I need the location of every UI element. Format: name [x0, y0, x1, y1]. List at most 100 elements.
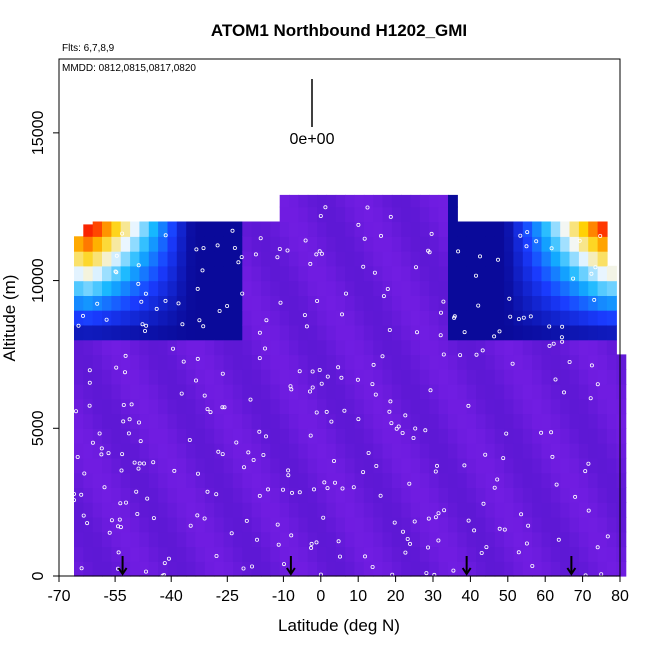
- heatmap-cell: [204, 487, 215, 503]
- heatmap-cell: [130, 221, 141, 237]
- heatmap-cell: [167, 221, 178, 237]
- observation-point: [492, 334, 497, 339]
- heatmap-cell: [485, 236, 496, 252]
- heatmap-cell: [83, 295, 94, 311]
- heatmap-cell: [261, 354, 271, 370]
- heatmap-cell: [532, 531, 543, 548]
- heatmap-cell: [504, 487, 515, 503]
- observation-point: [214, 554, 219, 559]
- heatmap-cell: [522, 221, 533, 237]
- heatmap-cell: [466, 472, 477, 488]
- heatmap-cell: [195, 531, 206, 548]
- heatmap-cell: [616, 472, 627, 488]
- observation-point: [208, 410, 213, 415]
- heatmap-cell: [578, 457, 589, 474]
- heatmap-cell: [485, 428, 496, 444]
- heatmap-cell: [335, 561, 346, 577]
- heatmap-cell: [457, 339, 468, 356]
- heatmap-cell: [504, 546, 515, 562]
- heatmap-cell: [261, 221, 271, 237]
- heatmap-cell: [494, 236, 505, 252]
- heatmap-cell: [382, 398, 393, 415]
- heatmap-cell: [448, 546, 458, 562]
- heatmap-cell: [111, 324, 122, 341]
- heatmap-cell: [457, 265, 468, 282]
- heatmap-cell: [74, 457, 84, 474]
- observation-point: [257, 429, 262, 434]
- heatmap-cell: [251, 472, 262, 488]
- heatmap-cell: [569, 324, 580, 341]
- heatmap-cell: [195, 339, 206, 356]
- heatmap-cell: [270, 354, 281, 370]
- heatmap-cell: [214, 516, 225, 533]
- heatmap-cell: [326, 221, 337, 237]
- heatmap-cell: [513, 265, 524, 282]
- heatmap-cell: [522, 546, 533, 562]
- heatmap-cell: [410, 502, 421, 518]
- heatmap-cell: [457, 251, 468, 267]
- heatmap-cell: [354, 354, 365, 370]
- observation-point: [181, 359, 186, 364]
- heatmap-cell: [251, 487, 262, 503]
- heatmap-cell: [391, 295, 402, 311]
- heatmap-cell: [522, 516, 533, 533]
- heatmap-cell: [438, 457, 449, 474]
- heatmap-cell: [606, 339, 617, 356]
- heatmap-cell: [120, 443, 131, 459]
- heatmap-cell: [522, 251, 533, 267]
- heatmap-cell: [139, 413, 150, 429]
- heatmap-cell: [541, 221, 552, 237]
- heatmap-cell: [429, 310, 440, 326]
- heatmap-cell: [597, 502, 608, 518]
- heatmap-cell: [597, 398, 608, 415]
- observation-point: [106, 451, 111, 456]
- heatmap-cell: [410, 354, 421, 370]
- heatmap-cell: [616, 487, 627, 503]
- heatmap-cell: [410, 310, 421, 326]
- heatmap-cell: [232, 398, 243, 415]
- observation-point: [385, 286, 390, 291]
- heatmap-cell: [186, 265, 197, 282]
- heatmap-cell: [307, 384, 318, 400]
- heatmap-cell: [438, 398, 449, 415]
- heatmap-cell: [289, 516, 299, 533]
- heatmap-cell: [326, 251, 337, 267]
- heatmap-cell: [578, 531, 589, 548]
- heatmap-cell: [363, 221, 374, 237]
- heatmap-cell: [410, 251, 421, 267]
- heatmap-cell: [345, 206, 355, 223]
- observation-point: [241, 465, 246, 470]
- heatmap-cell: [560, 561, 571, 577]
- heatmap-cell: [261, 251, 271, 267]
- heatmap-cell: [130, 472, 141, 488]
- heatmap-cell: [92, 502, 103, 518]
- observation-point: [79, 566, 84, 571]
- heatmap-cell: [578, 221, 589, 237]
- heatmap-cell: [326, 546, 337, 562]
- heatmap-cell: [74, 295, 84, 311]
- heatmap-cell: [494, 265, 505, 282]
- heatmap-cell: [204, 369, 215, 385]
- heatmap-cell: [326, 413, 337, 429]
- heatmap-cell: [92, 472, 103, 488]
- heatmap-cell: [279, 236, 290, 252]
- observation-point: [275, 522, 280, 527]
- heatmap-cell: [485, 221, 496, 237]
- heatmap-cell: [588, 561, 599, 577]
- heatmap-cell: [335, 339, 346, 356]
- x-tick-label: 80: [611, 588, 629, 605]
- heatmap-cell: [419, 206, 430, 223]
- heatmap-cell: [223, 339, 234, 356]
- heatmap-cell: [298, 384, 309, 400]
- heatmap-cell: [560, 546, 571, 562]
- observation-point: [222, 405, 227, 410]
- heatmap-cell: [92, 443, 103, 459]
- heatmap-cell: [457, 546, 468, 562]
- heatmap-cell: [345, 472, 355, 488]
- heatmap-cell: [111, 546, 122, 562]
- heatmap-cell: [588, 516, 599, 533]
- heatmap-cell: [429, 428, 440, 444]
- heatmap-cell: [111, 398, 122, 415]
- heatmap-cell: [391, 502, 402, 518]
- observation-point: [592, 297, 597, 302]
